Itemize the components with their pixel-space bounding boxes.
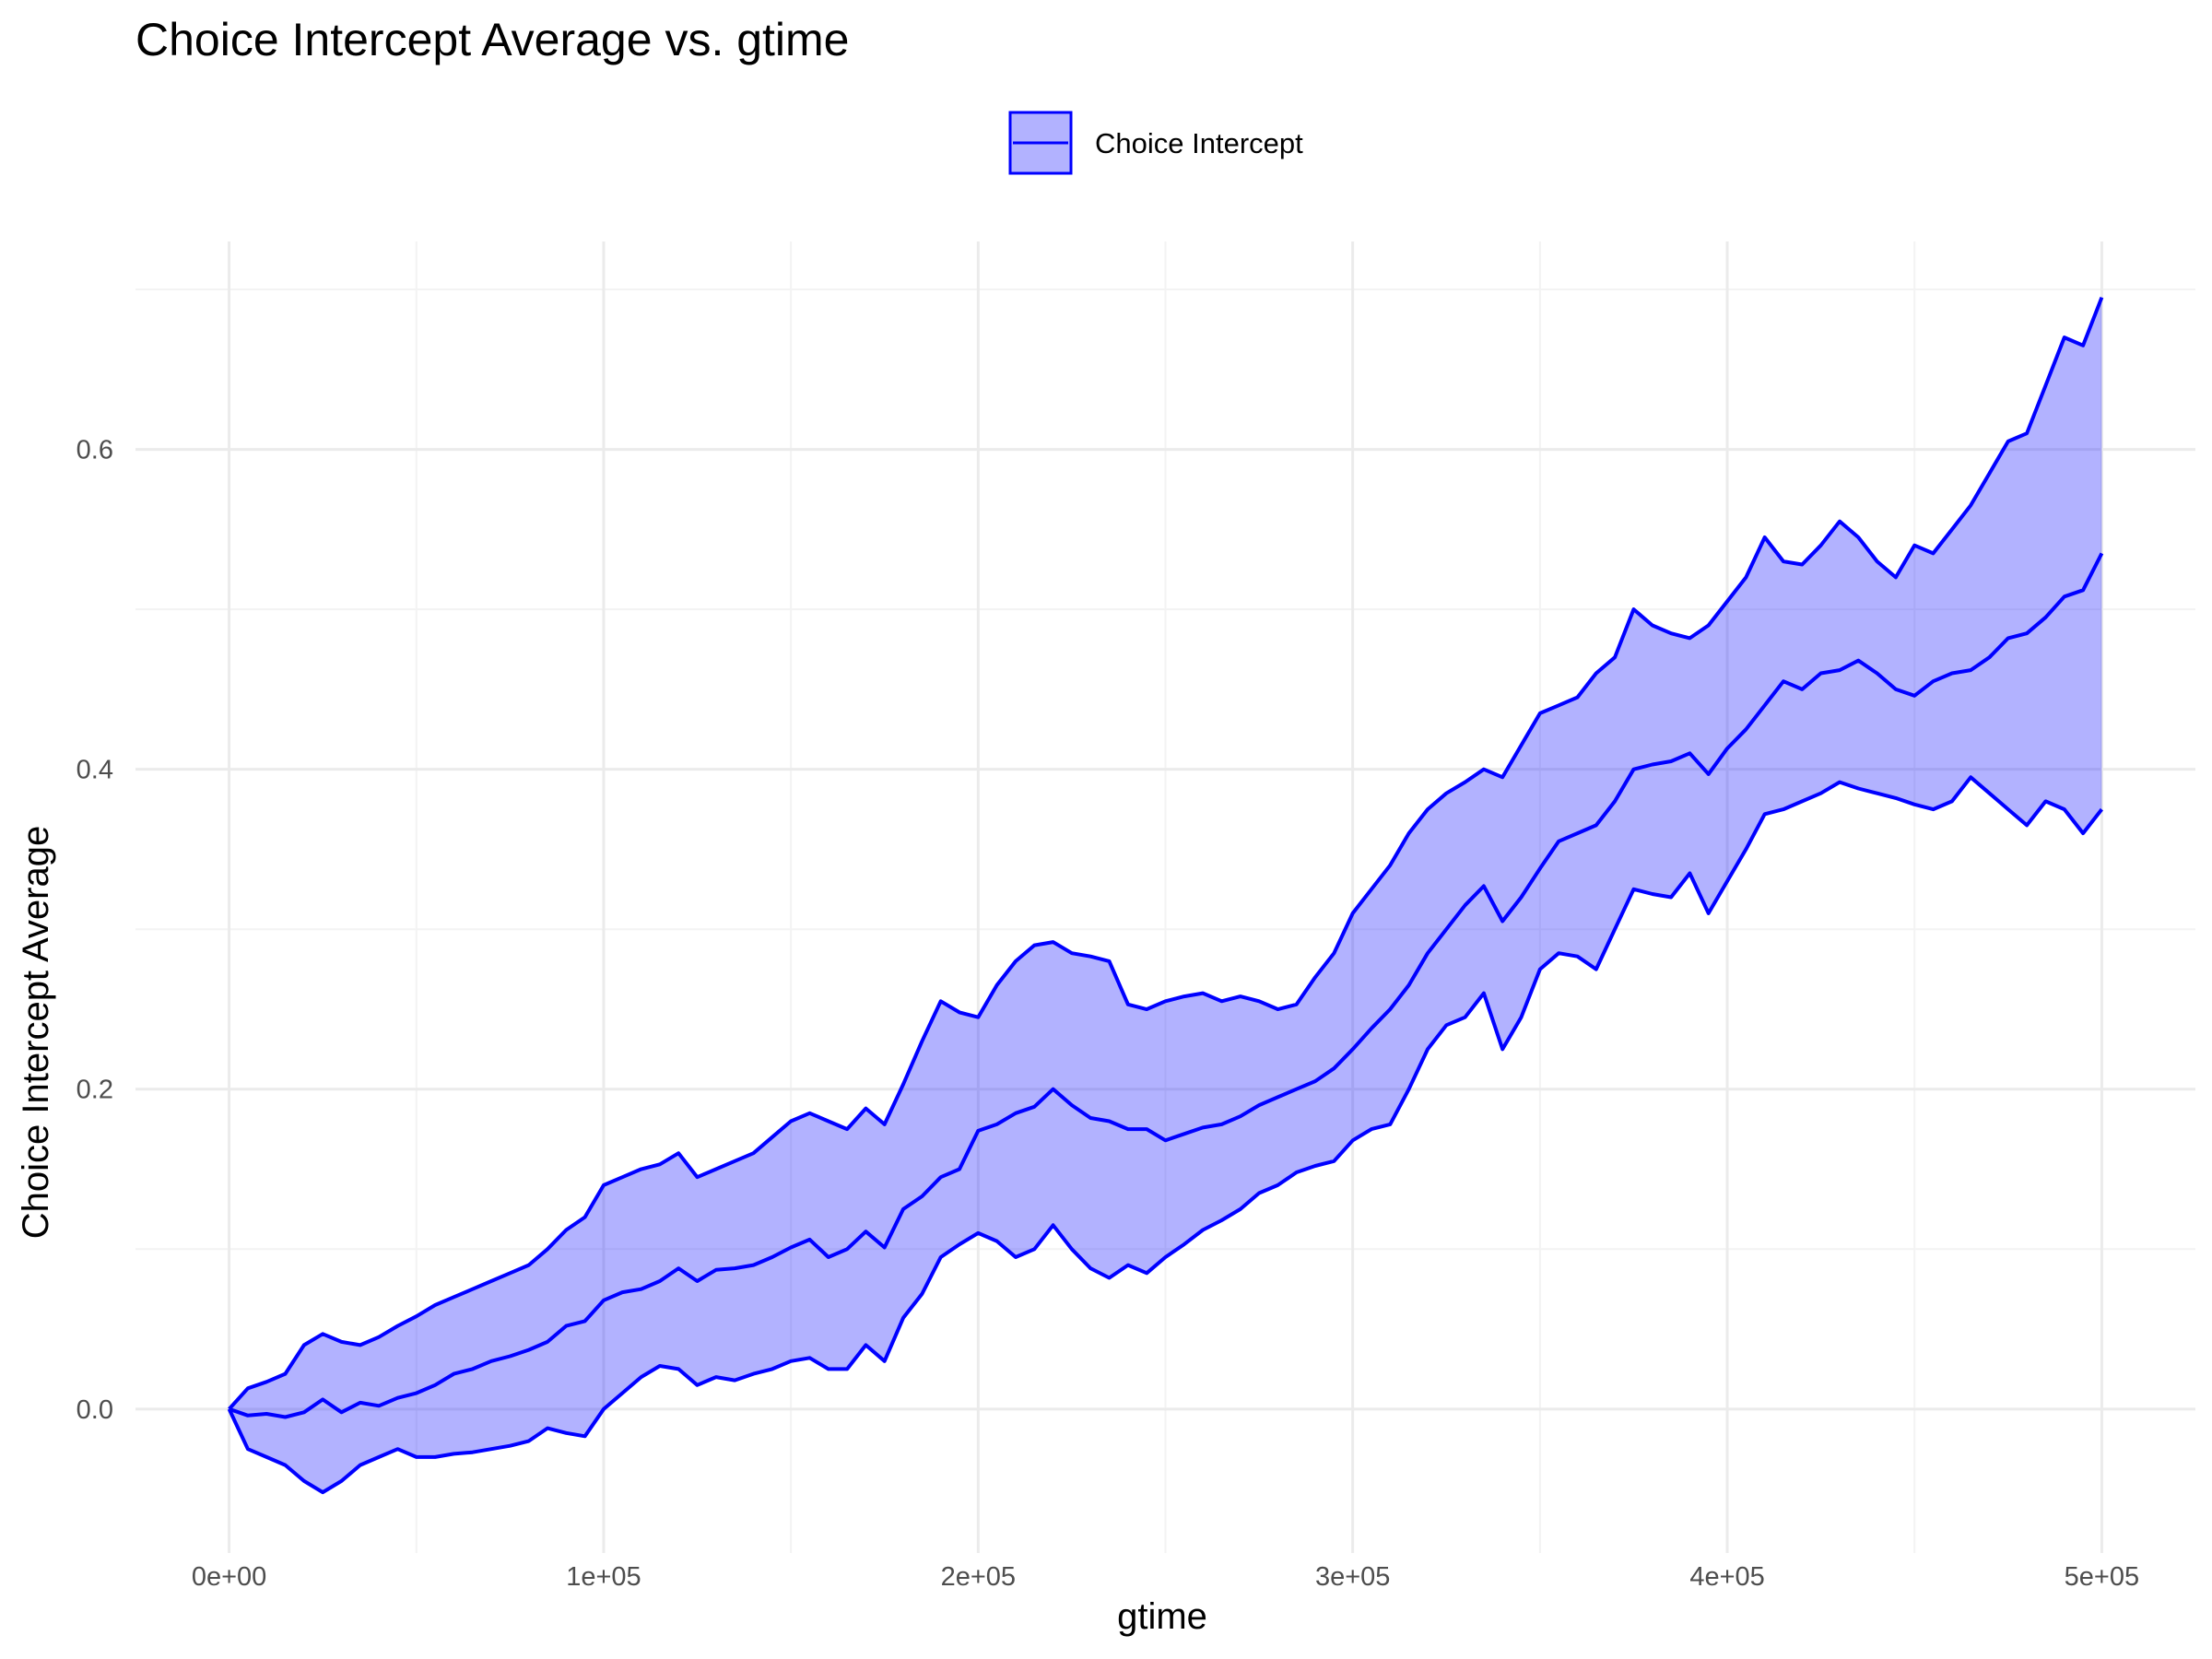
y-tick-label: 0.4 xyxy=(76,756,113,785)
series-lower-line xyxy=(227,775,2103,1495)
x-tick-label: 3e+05 xyxy=(1315,1562,1390,1592)
legend: Choice Intercept xyxy=(1008,111,1303,175)
y-axis-title: Choice Intercept Average xyxy=(16,826,56,1239)
y-tick-label: 0.0 xyxy=(76,1395,113,1425)
x-tick-label: 4e+05 xyxy=(1689,1562,1764,1592)
series-upper-line xyxy=(228,296,2104,1411)
series-ribbon xyxy=(229,297,2102,1493)
plot-series xyxy=(227,296,2104,1495)
x-tick-label: 0e+00 xyxy=(192,1562,266,1592)
y-tick-label: 0.6 xyxy=(76,436,113,465)
x-tick-label: 1e+05 xyxy=(566,1562,641,1592)
x-tick-label: 5e+05 xyxy=(2065,1562,2139,1592)
legend-label: Choice Intercept xyxy=(1095,127,1303,159)
x-axis-tick-labels: 0e+00 1e+05 2e+05 3e+05 4e+05 5e+05 xyxy=(192,1562,2139,1592)
grid-major xyxy=(135,241,2195,1553)
series-mean-line xyxy=(228,552,2104,1419)
chart-title: Choice Intercept Average vs. gtime xyxy=(135,14,850,65)
y-axis-tick-labels: 0.0 0.2 0.4 0.6 xyxy=(76,436,113,1425)
x-axis-title: gtime xyxy=(1117,1596,1207,1637)
y-tick-label: 0.2 xyxy=(76,1076,113,1105)
x-tick-label: 2e+05 xyxy=(941,1562,1016,1592)
grid-minor xyxy=(135,241,2195,1553)
